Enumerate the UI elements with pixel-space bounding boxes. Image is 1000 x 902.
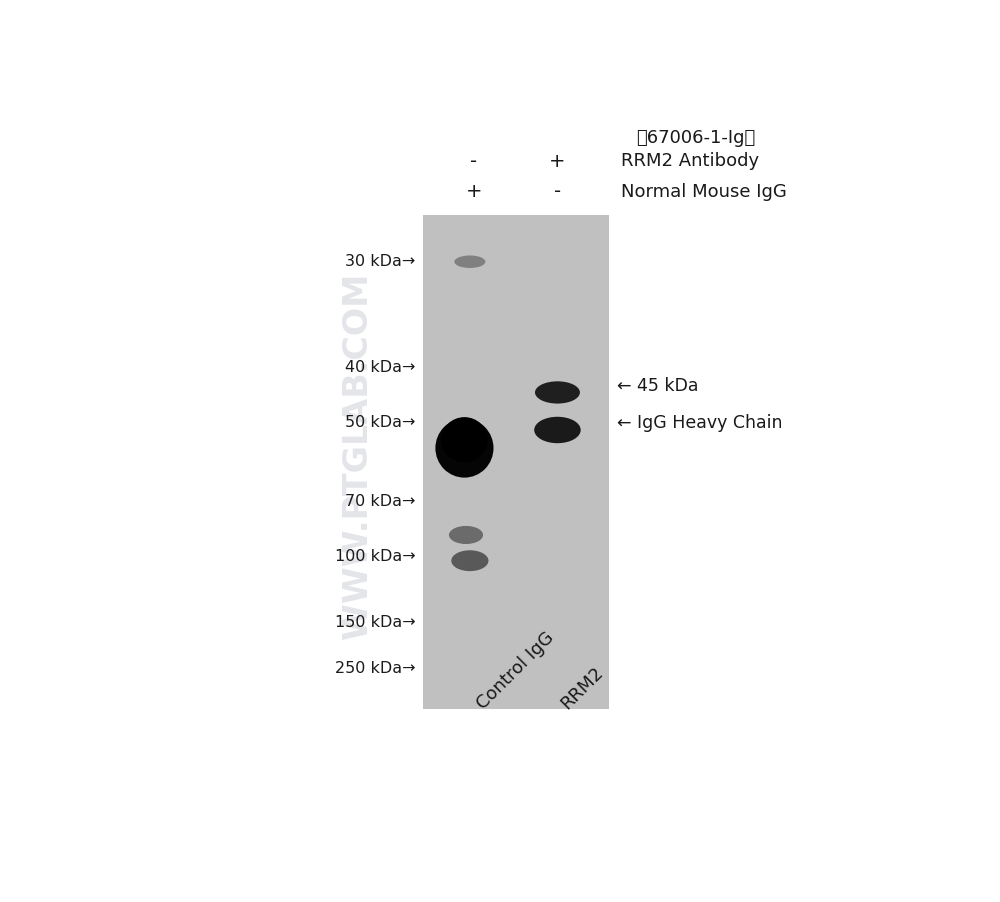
Text: 100 kDa→: 100 kDa→ [335,548,416,564]
Text: 70 kDa→: 70 kDa→ [345,493,416,508]
Text: ← 45 kDa: ← 45 kDa [617,377,699,395]
Text: 40 kDa→: 40 kDa→ [345,359,416,374]
Text: （67006-1-Ig）: （67006-1-Ig） [637,128,756,146]
Text: -: - [554,182,561,201]
Ellipse shape [435,419,494,478]
Text: 30 kDa→: 30 kDa→ [345,253,416,269]
Text: RRM2: RRM2 [557,663,607,713]
Text: 250 kDa→: 250 kDa→ [335,660,416,675]
Text: +: + [549,152,566,170]
Text: -: - [470,152,477,170]
Ellipse shape [535,382,580,404]
Text: Normal Mouse IgG: Normal Mouse IgG [621,182,787,200]
Text: 50 kDa→: 50 kDa→ [345,415,416,429]
Text: +: + [466,182,482,201]
Text: 150 kDa→: 150 kDa→ [335,614,416,630]
Ellipse shape [449,527,483,545]
Text: Control IgG: Control IgG [474,628,558,713]
Text: ← IgG Heavy Chain: ← IgG Heavy Chain [617,413,783,431]
Text: RRM2 Antibody: RRM2 Antibody [621,152,759,170]
Bar [423,216,609,709]
Ellipse shape [454,256,485,269]
Ellipse shape [451,550,488,572]
Text: WWW.PTGLAB.COM: WWW.PTGLAB.COM [341,272,374,639]
Ellipse shape [441,418,488,463]
Ellipse shape [534,418,581,444]
